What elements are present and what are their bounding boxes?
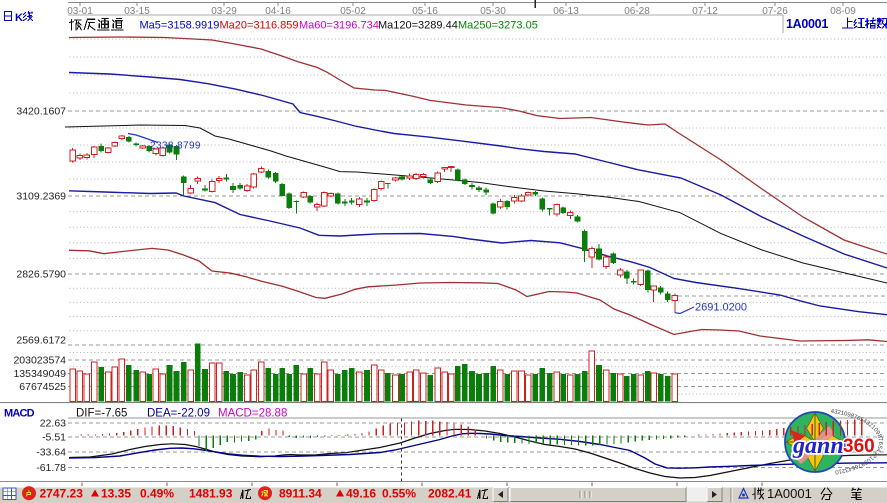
svg-text:MACD=28.88: MACD=28.88: [218, 408, 287, 420]
svg-text:06-13: 06-13: [553, 6, 579, 17]
svg-text:22.63: 22.63: [40, 418, 66, 430]
svg-text:Ma250=3273.05: Ma250=3273.05: [458, 20, 538, 32]
svg-text:-61.78: -61.78: [36, 462, 66, 474]
svg-text:gann: gann: [792, 433, 844, 459]
svg-text:1A0001: 1A0001: [767, 486, 812, 501]
svg-text:gann: gann: [792, 433, 844, 459]
svg-text:13.35: 13.35: [101, 487, 131, 501]
svg-text:DEA=-22.09: DEA=-22.09: [147, 408, 210, 420]
svg-text:0.55%: 0.55%: [382, 487, 416, 501]
svg-text:-33.64: -33.64: [36, 447, 66, 459]
svg-text:0.49%: 0.49%: [140, 487, 174, 501]
svg-text:05-30: 05-30: [480, 6, 506, 17]
svg-text:-5.51: -5.51: [42, 432, 66, 444]
svg-text:360: 360: [843, 436, 875, 457]
svg-text:203023574: 203023574: [13, 355, 66, 367]
svg-text:Ma20=3116.859: Ma20=3116.859: [220, 20, 299, 32]
svg-text:06-28: 06-28: [624, 6, 650, 17]
svg-text:Ma5=3158.9919: Ma5=3158.9919: [140, 20, 220, 32]
svg-text:2747.23: 2747.23: [40, 487, 84, 501]
svg-text:MACD: MACD: [4, 408, 35, 420]
svg-text:03-29: 03-29: [211, 6, 237, 17]
svg-text:2338.8799: 2338.8799: [150, 141, 201, 152]
svg-text:2082.41: 2082.41: [428, 487, 472, 501]
svg-text:05-16: 05-16: [412, 6, 438, 17]
svg-text:49.16: 49.16: [346, 487, 376, 501]
svg-text:67674525: 67674525: [19, 381, 66, 393]
svg-text:360: 360: [843, 436, 875, 457]
svg-text:K: K: [15, 12, 23, 24]
svg-text:03-15: 03-15: [124, 6, 150, 17]
svg-text:8911.34: 8911.34: [279, 487, 322, 501]
svg-text:04-16: 04-16: [265, 6, 291, 17]
svg-text:2569.6172: 2569.6172: [16, 335, 66, 347]
svg-text:2691.0200: 2691.0200: [695, 302, 747, 314]
svg-text:07-26: 07-26: [762, 6, 788, 17]
svg-text:2826.5790: 2826.5790: [16, 269, 66, 281]
svg-text:1A0001: 1A0001: [786, 17, 828, 31]
svg-text:135349049: 135349049: [13, 368, 66, 380]
svg-text:Ma60=3196.734: Ma60=3196.734: [299, 20, 379, 32]
svg-text:05-02: 05-02: [340, 6, 366, 17]
svg-text:3420.1607: 3420.1607: [16, 106, 66, 118]
svg-text:DIF=-7.65: DIF=-7.65: [76, 408, 127, 420]
svg-text:Ma120=3289.44: Ma120=3289.44: [378, 20, 458, 32]
svg-text:07-12: 07-12: [692, 6, 718, 17]
svg-text:3109.2369: 3109.2369: [16, 191, 66, 203]
svg-text:1481.93: 1481.93: [189, 487, 233, 501]
svg-text:08-09: 08-09: [830, 6, 856, 17]
svg-text:03-01: 03-01: [67, 6, 93, 17]
